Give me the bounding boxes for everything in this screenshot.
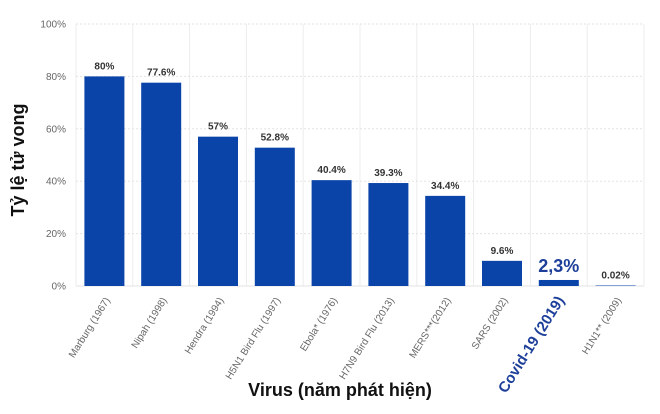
x-tick-label: H7N9 Bird Flu (2013) (338, 296, 397, 382)
y-tick-label: 20% (46, 229, 66, 240)
data-label: 9.6% (491, 246, 514, 257)
bar (482, 260, 522, 286)
y-tick-label: 80% (46, 72, 66, 83)
bar (254, 147, 295, 286)
data-label: 0.02% (601, 271, 629, 282)
x-tick-label: Marburg (1967) (67, 296, 113, 360)
data-label: 2,3% (538, 256, 579, 276)
data-labels: 80% 77.6% 57% 52.8% 40.4% 39.3% 34.4% 9.6% 2,3% 0… (94, 61, 629, 281)
data-label: 57% (208, 122, 228, 133)
bar (595, 285, 636, 286)
x-tick-label: Hendra (1994) (183, 296, 227, 357)
bars (84, 76, 636, 287)
y-axis-title: Tỷ lệ tử vong (8, 103, 28, 216)
x-tick-label: MERS***(2012) (408, 296, 454, 361)
y-tick-label: 100% (40, 20, 66, 31)
x-tick-label: Nipah (1998) (130, 296, 170, 351)
data-label: 52.8% (261, 133, 289, 144)
x-tick-label: Ebola* (1976) (298, 296, 340, 354)
data-label: 80% (94, 61, 114, 72)
bar (84, 76, 125, 287)
bar (311, 180, 352, 286)
y-tick-label: 0% (52, 282, 67, 293)
y-tick-label: 40% (46, 177, 66, 188)
data-label: 34.4% (431, 181, 459, 192)
bar (141, 82, 182, 286)
bar (425, 195, 466, 286)
data-label: 77.6% (147, 68, 175, 79)
data-label: 39.3% (374, 168, 402, 179)
data-label: 40.4% (317, 165, 345, 176)
y-tick-labels: 0% 20% 40% 60% 80% 100% (40, 20, 66, 293)
bar (368, 183, 409, 286)
x-axis-title: Virus (năm phát hiện) (248, 380, 432, 400)
x-tick-label: H5N1 Bird Flu (1997) (224, 296, 283, 382)
bar (198, 136, 238, 286)
y-tick-label: 60% (46, 124, 66, 135)
x-tick-label: SARS (2002) (470, 296, 511, 352)
bar (538, 279, 579, 286)
x-tick-label: H1N1** (2009) (580, 296, 624, 357)
